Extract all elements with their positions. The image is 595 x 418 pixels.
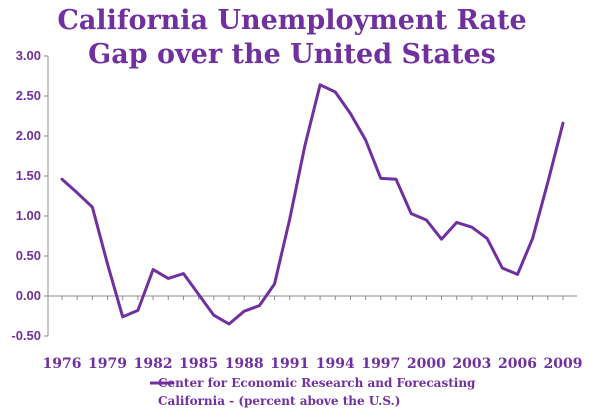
chart-title-line-1: California Unemployment Rate bbox=[57, 5, 526, 36]
x-tick-label: 1991 bbox=[270, 356, 309, 372]
x-tick-label: 2006 bbox=[498, 356, 537, 372]
data-point bbox=[76, 192, 78, 194]
data-point bbox=[107, 263, 109, 265]
data-point bbox=[471, 226, 473, 228]
data-point bbox=[289, 218, 291, 220]
axes bbox=[47, 56, 577, 336]
series-line bbox=[60, 83, 565, 326]
y-tick-label: 0.50 bbox=[16, 248, 41, 263]
x-tick-label: 2009 bbox=[544, 356, 583, 372]
data-point bbox=[395, 178, 397, 180]
data-point bbox=[456, 221, 458, 223]
data-point bbox=[441, 238, 443, 240]
x-tick-label: 2003 bbox=[452, 356, 491, 372]
chart-title-line-2: Gap over the United States bbox=[88, 39, 496, 70]
data-point bbox=[258, 305, 260, 307]
data-point bbox=[486, 237, 488, 239]
data-point bbox=[562, 122, 564, 124]
data-point bbox=[304, 145, 306, 147]
data-point bbox=[61, 178, 63, 180]
data-point bbox=[228, 323, 230, 325]
y-tick-label: 2.50 bbox=[16, 88, 41, 103]
data-point bbox=[91, 206, 93, 208]
y-tick-label: -0.50 bbox=[11, 328, 41, 343]
y-tick-label: 1.50 bbox=[16, 168, 41, 183]
data-point bbox=[349, 113, 351, 115]
y-tick-label: 1.00 bbox=[16, 208, 41, 223]
data-point bbox=[380, 177, 382, 179]
x-axis-ticks: 1976 1979 1982 1985 1988 1991 1994 1997 2000 2003… bbox=[43, 296, 583, 372]
data-point bbox=[213, 314, 215, 316]
data-point bbox=[425, 219, 427, 221]
y-tick-label: 3.00 bbox=[16, 48, 41, 63]
data-point bbox=[334, 91, 336, 93]
x-tick-label: 1982 bbox=[134, 356, 173, 372]
x-tick-label: 1997 bbox=[361, 356, 400, 372]
data-point bbox=[516, 273, 518, 275]
x-tick-label: 2000 bbox=[407, 356, 446, 372]
legend: Center for Economic Research and Forecas… bbox=[150, 376, 476, 408]
data-point bbox=[152, 269, 154, 271]
data-point bbox=[167, 277, 169, 279]
data-point bbox=[198, 293, 200, 295]
legend-label-line-2: California - (percent above the U.S.) bbox=[158, 394, 400, 408]
x-tick-label: 1979 bbox=[88, 356, 127, 372]
data-point bbox=[532, 237, 534, 239]
data-point bbox=[122, 316, 124, 318]
x-tick-label: 1985 bbox=[179, 356, 218, 372]
series-group bbox=[60, 83, 565, 326]
legend-label-line-1: Center for Economic Research and Forecas… bbox=[158, 376, 476, 390]
data-point bbox=[501, 267, 503, 269]
data-point bbox=[365, 139, 367, 141]
x-tick-label: 1988 bbox=[225, 356, 264, 372]
y-axis-ticks: -0.50 0.00 0.50 1.00 1.50 2.00 2.50 3.00 bbox=[11, 48, 48, 343]
x-tick-label: 1994 bbox=[316, 356, 355, 372]
data-point bbox=[274, 283, 276, 285]
data-point bbox=[243, 310, 245, 312]
data-point bbox=[137, 309, 139, 311]
data-point bbox=[410, 213, 412, 215]
x-tick-label: 1976 bbox=[43, 356, 82, 372]
data-point bbox=[182, 273, 184, 275]
data-point bbox=[319, 84, 321, 86]
y-tick-label: 0.00 bbox=[16, 288, 41, 303]
data-point bbox=[547, 181, 549, 183]
y-tick-label: 2.00 bbox=[16, 128, 41, 143]
